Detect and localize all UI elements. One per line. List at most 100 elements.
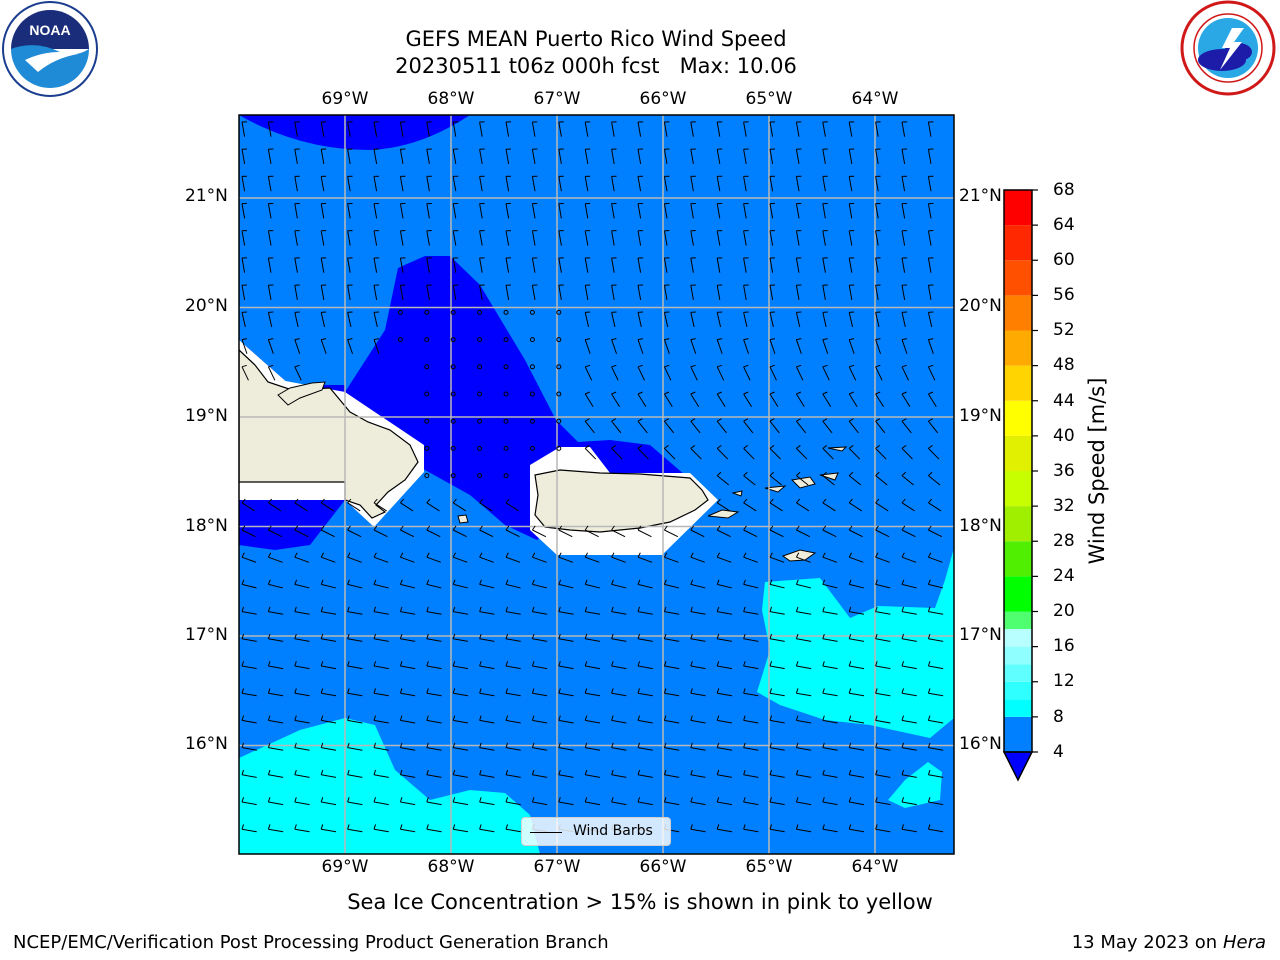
- wind-barb: [875, 366, 883, 381]
- wind-barb: [664, 665, 680, 670]
- wind-barb-feather: [637, 552, 641, 558]
- wind-barb-feather: [320, 661, 324, 667]
- wind-barb: [743, 747, 759, 751]
- wind-barb: [611, 366, 619, 381]
- wind-barb-feather: [585, 338, 591, 341]
- wind-barb-feather: [690, 338, 696, 341]
- wind-barb: [927, 121, 932, 137]
- wind-barb-feather: [822, 606, 825, 612]
- wind-barb: [769, 366, 777, 381]
- wind-barb: [690, 121, 694, 137]
- wind-barb: [584, 121, 589, 137]
- wind-barb-feather: [822, 418, 828, 422]
- wind-barb: [453, 692, 469, 697]
- wind-barb-feather: [531, 552, 536, 558]
- moderate-wind-area: [757, 548, 954, 738]
- wind-barb: [532, 801, 548, 806]
- wind-barb: [875, 339, 882, 354]
- wind-barb: [901, 747, 917, 751]
- wind-barb-feather: [769, 688, 773, 694]
- wind-barb: [927, 203, 932, 219]
- wind-barb-feather: [901, 633, 905, 639]
- wind-barb: [347, 502, 361, 512]
- wind-barb-feather: [901, 364, 907, 368]
- puerto-rico-land: [534, 469, 709, 533]
- wind-barb-feather: [927, 606, 931, 612]
- wind-barb: [399, 203, 404, 219]
- wind-barb-feather: [822, 797, 825, 803]
- wind-barb-feather: [769, 661, 773, 667]
- wind-barb-calm: [529, 337, 535, 343]
- wind-barb-feather: [452, 661, 456, 667]
- wind-barb: [505, 801, 521, 806]
- wind-barb-feather: [875, 661, 878, 667]
- wind-barb-feather: [848, 824, 852, 830]
- wind-barb: [400, 747, 416, 751]
- wind-barb: [928, 638, 944, 642]
- wind-barb: [611, 257, 615, 273]
- wind-barb-feather: [875, 391, 881, 395]
- wind-barb: [848, 312, 854, 328]
- lon-label-bottom: 69°W: [321, 857, 369, 877]
- wind-barb: [584, 366, 593, 381]
- wind-barb: [373, 121, 378, 137]
- wind-barb-feather: [373, 606, 377, 612]
- colorbar-segment: [1004, 664, 1032, 682]
- wind-barb: [558, 556, 574, 563]
- wind-barb: [347, 149, 351, 165]
- wind-barb: [532, 529, 547, 538]
- wind-barb-feather: [347, 498, 352, 504]
- wind-barb-feather: [373, 633, 377, 639]
- lat-label-left: 19°N: [185, 406, 228, 426]
- wind-barb: [901, 502, 915, 512]
- wind-barb: [268, 556, 283, 563]
- lon-label-bottom: 68°W: [427, 857, 475, 877]
- wind-barb-feather: [927, 633, 931, 639]
- wind-barb-calm: [424, 391, 430, 397]
- wind-barb-feather: [241, 498, 246, 504]
- wind-barb: [426, 692, 442, 697]
- wind-barb: [795, 203, 800, 219]
- wind-barb: [690, 828, 706, 833]
- wind-barb: [505, 774, 521, 778]
- wind-barb-feather: [479, 498, 484, 504]
- wind-barb-feather: [769, 498, 774, 504]
- colorbar-segment: [1004, 190, 1032, 226]
- wind-barb-feather: [373, 338, 380, 341]
- wind-barb-feather: [584, 391, 590, 395]
- wind-barb-calm: [450, 364, 456, 370]
- wind-barb-feather: [531, 742, 535, 748]
- wind-barb-feather: [505, 661, 509, 667]
- wind-barb: [769, 556, 785, 563]
- wind-barb-feather: [426, 661, 429, 667]
- wind-barb-calm: [450, 418, 456, 424]
- wind-barb: [690, 149, 694, 165]
- wind-barb: [611, 665, 627, 670]
- wind-barb-calm: [424, 445, 430, 451]
- wind-barb-feather: [875, 797, 878, 803]
- wind-barb: [637, 285, 642, 301]
- wind-barb: [400, 556, 415, 563]
- wind-barb: [584, 149, 589, 165]
- wind-barb: [267, 312, 273, 328]
- wind-barb: [875, 828, 891, 833]
- wind-barb-feather: [663, 525, 668, 531]
- wind-barb: [849, 665, 865, 670]
- wind-barb-feather: [901, 606, 905, 612]
- wind-barb: [452, 230, 457, 246]
- wind-barb-feather: [294, 552, 298, 558]
- wind-barb-feather: [901, 391, 907, 395]
- wind-barb-feather: [347, 606, 350, 612]
- wind-barb-feather: [743, 769, 746, 775]
- wind-barb-feather: [875, 552, 879, 558]
- wind-barb-feather: [848, 579, 852, 585]
- colorbar-segment: [1004, 541, 1032, 577]
- wind-barb-feather: [795, 715, 799, 721]
- lat-label-left: 18°N: [185, 516, 228, 536]
- wind-barb-feather: [664, 338, 670, 341]
- wind-barb: [901, 339, 908, 354]
- island-land: [707, 509, 740, 519]
- wind-barb: [717, 774, 733, 778]
- wind-barb-feather: [347, 525, 351, 531]
- wind-barb-feather: [267, 606, 271, 612]
